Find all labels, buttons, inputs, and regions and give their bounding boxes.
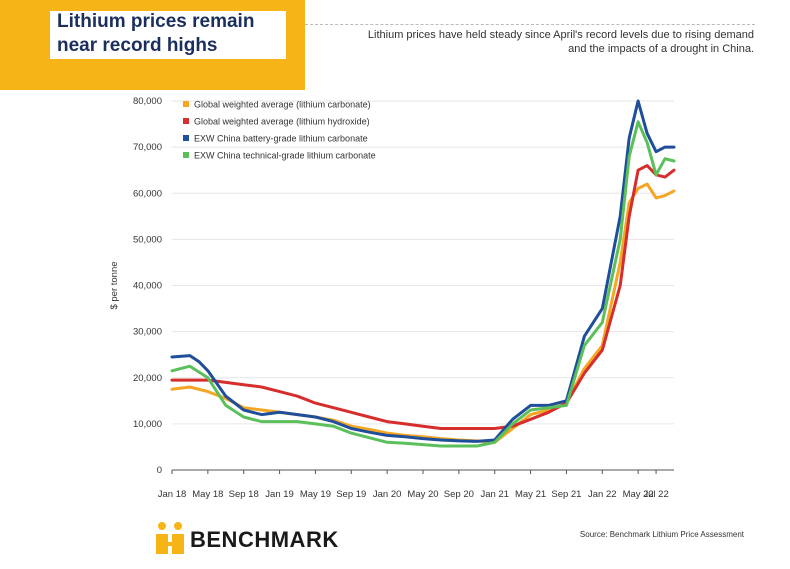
legend-swatch [183,118,189,124]
y-tick-label: 10,000 [133,419,162,430]
series-line-2 [170,164,676,430]
y-tick-label: 60,000 [133,188,162,199]
x-tick-label: Jan 20 [373,489,402,500]
x-tick-label: Jul 22 [643,489,668,500]
benchmark-logo-icon [156,522,184,554]
legend-swatch [183,135,189,141]
x-tick-label: Jan 19 [265,489,294,500]
x-tick-labels: Jan 18 May 18 Sep 18 Jan 19 May 19 Sep 19 Jan … [158,470,669,500]
header-divider [305,24,755,25]
subtitle-line-2: and the impacts of a drought in China. [568,43,754,55]
y-tick-label: 0 [157,465,162,476]
y-tick-label: 30,000 [133,327,162,338]
x-tick-label: May 21 [515,489,546,500]
y-axis-label: $ per tonne [109,261,120,309]
series-line-3 [170,99,676,443]
legend: Global weighted average (lithium carbona… [183,100,376,161]
x-tick-label: Jan 21 [480,489,509,500]
x-tick-label: Jan 18 [158,489,187,500]
subtitle-line-1: Lithium prices have held steady since Ap… [367,29,754,41]
source-note: Source: Benchmark Lithium Price Assessme… [579,530,744,539]
x-tick-label: Sep 18 [229,489,259,500]
y-tick-label: 50,000 [133,234,162,245]
title-box [50,11,286,59]
x-tick-label: Sep 20 [444,489,474,500]
legend-label: Global weighted average (lithium hydroxi… [194,117,370,127]
page-title: Lithium prices remain near record highs [57,10,297,58]
y-tick-labels: 0 10,000 20,000 30,000 40,000 50,000 60,000 70,… [133,96,162,476]
legend-label: Global weighted average (lithium carbona… [194,100,371,110]
x-tick-label: Jan 22 [588,489,617,500]
y-gridlines [172,100,674,425]
x-tick-label: May 22 [623,489,654,500]
y-tick-label: 40,000 [133,281,162,292]
title-line-2: near record highs [57,35,218,56]
legend-label: EXW China technical-grade lithium carbon… [194,151,376,161]
series-lines [170,99,676,448]
x-tick-label: May 19 [300,489,331,500]
legend-label: EXW China battery-grade lithium carbonat… [194,134,368,144]
y-tick-label: 20,000 [133,373,162,384]
legend-swatch [183,152,189,158]
x-tick-label: May 20 [407,489,438,500]
brand-name: BENCHMARK [190,527,339,552]
series-line-4 [170,120,676,448]
x-tick-label: Sep 21 [551,489,581,500]
title-line-1: Lithium prices remain [57,11,255,32]
y-tick-label: 80,000 [133,96,162,107]
y-tick-label: 70,000 [133,142,162,153]
x-tick-label: May 18 [192,489,223,500]
subtitle: Lithium prices have held steady since Ap… [324,28,754,56]
x-tick-label: Sep 19 [336,489,366,500]
legend-swatch [183,101,189,107]
